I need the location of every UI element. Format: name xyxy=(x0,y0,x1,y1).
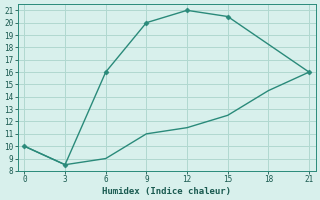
X-axis label: Humidex (Indice chaleur): Humidex (Indice chaleur) xyxy=(102,187,231,196)
